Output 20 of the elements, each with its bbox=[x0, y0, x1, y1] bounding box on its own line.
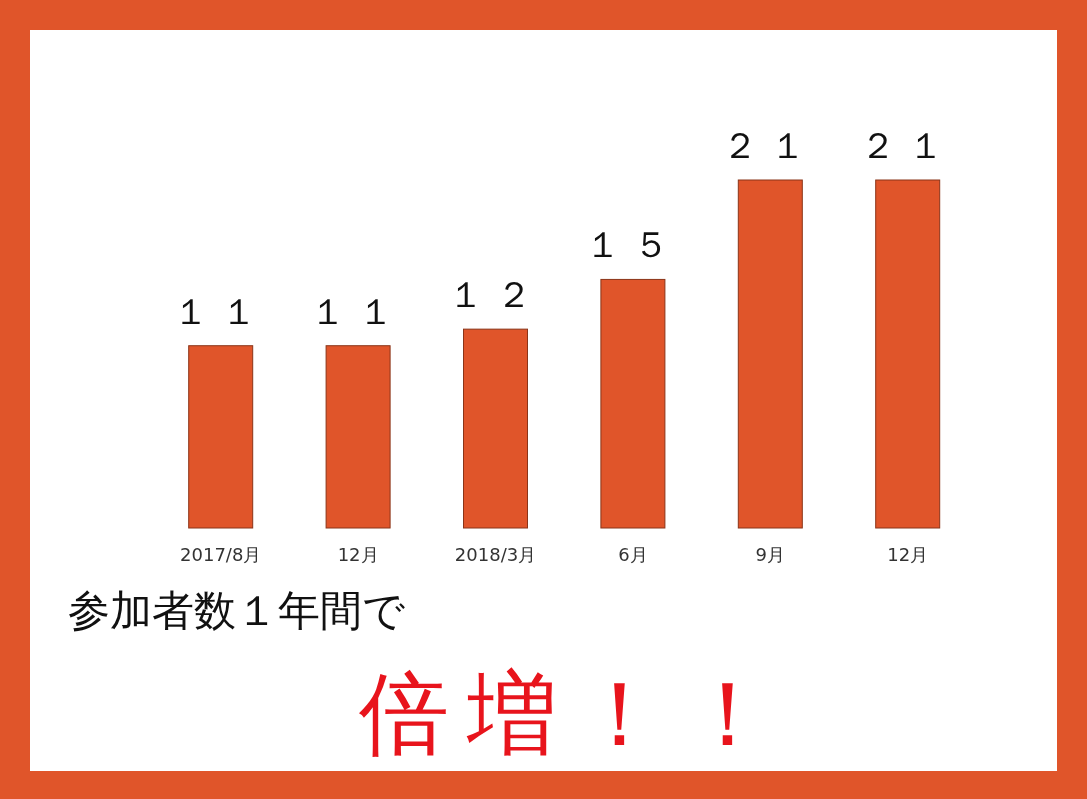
data-label: １５ bbox=[584, 224, 681, 266]
bar bbox=[600, 278, 666, 529]
x-tick-label: 6月 bbox=[618, 544, 648, 565]
bar bbox=[325, 345, 391, 529]
data-label: １１ bbox=[310, 290, 407, 332]
bar bbox=[875, 179, 941, 529]
data-label: １２ bbox=[447, 274, 544, 316]
data-label: ２１ bbox=[722, 125, 819, 166]
data-label: １１ bbox=[172, 290, 269, 332]
x-tick-label: 9月 bbox=[755, 544, 786, 565]
text: 参加者数１年間で bbox=[68, 586, 405, 635]
x-tick-label: 12月 bbox=[337, 544, 379, 565]
bar bbox=[737, 179, 803, 529]
data-label: ２１ bbox=[859, 125, 956, 166]
x-tick-label: 12月 bbox=[887, 544, 929, 565]
bar bbox=[188, 345, 254, 529]
x-tick-label: 2018/3月 bbox=[454, 544, 537, 565]
x-tick-label: 2017/8月 bbox=[180, 544, 262, 565]
text: 倍増！！ bbox=[359, 661, 791, 766]
bar bbox=[463, 328, 528, 529]
